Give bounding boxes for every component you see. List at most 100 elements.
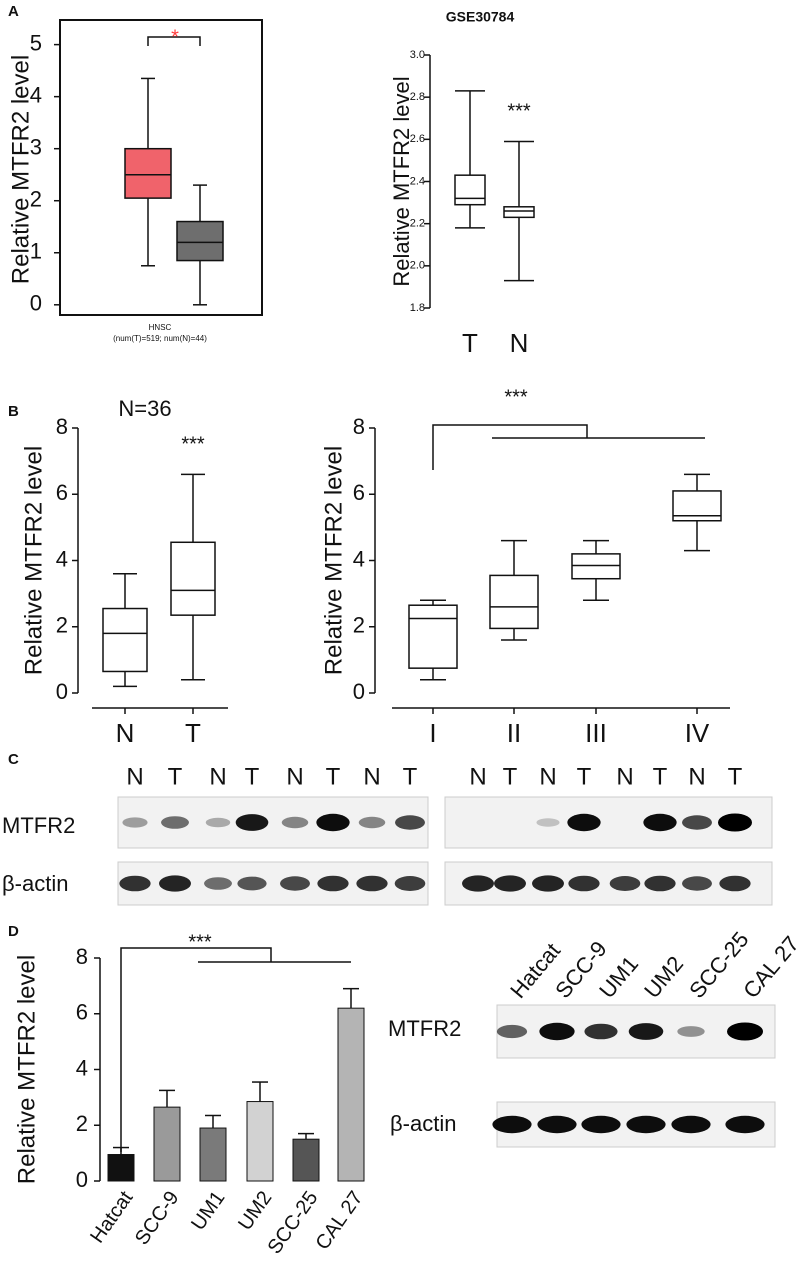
y-tick-label: 4	[76, 1055, 88, 1080]
y-tick-label: 2.4	[410, 175, 425, 187]
blot-band	[494, 875, 526, 892]
x-tick-label: N	[510, 328, 529, 358]
panel-label: B	[8, 403, 19, 420]
blot-band	[119, 875, 151, 892]
bar	[107, 1154, 135, 1182]
lane-label: Hatcat	[505, 938, 565, 1003]
blot-band	[682, 876, 712, 891]
y-tick-label: 4	[353, 546, 365, 571]
blot-band	[122, 817, 148, 828]
blot-band	[671, 1115, 711, 1134]
blot-band	[725, 1115, 765, 1134]
lane-label: N	[126, 763, 143, 790]
bar	[337, 1007, 365, 1182]
blot-band	[719, 875, 751, 892]
blot-row-label: β-actin	[390, 1111, 456, 1136]
y-tick-label: 2	[30, 187, 42, 212]
blot-band	[492, 1115, 532, 1134]
y-tick-label: 2.8	[410, 91, 425, 103]
lane-label: T	[168, 763, 183, 790]
box	[124, 147, 172, 199]
blot-band	[161, 816, 189, 829]
x-tick-label: SCC-9	[131, 1187, 183, 1249]
x-tick-label: N	[116, 718, 135, 748]
significance-bracket	[147, 36, 201, 46]
y-tick-label: 4	[56, 546, 68, 571]
blot-band	[280, 876, 310, 891]
box	[489, 574, 539, 630]
x-tick-label: Hatcat	[86, 1187, 137, 1247]
blot-band	[358, 816, 386, 829]
y-tick-label: 2	[76, 1111, 88, 1136]
panel-label: D	[8, 923, 19, 940]
blot-row-label: β-actin	[2, 871, 68, 896]
blot-band	[462, 875, 494, 892]
y-axis-label: Relative MTFR2 level	[20, 446, 47, 675]
blot-band	[536, 818, 560, 827]
blot-band	[395, 815, 425, 830]
y-axis-label: Relative MTFR2 level	[7, 55, 34, 284]
lane-label: N	[363, 763, 380, 790]
box	[170, 541, 216, 616]
panel-label: C	[8, 751, 19, 768]
blot-band	[628, 1023, 664, 1040]
bar	[292, 1138, 320, 1182]
x-axis-note: (num(T)=519; num(N)=44)	[113, 334, 207, 343]
lane-label: T	[503, 763, 518, 790]
y-tick-label: 8	[56, 414, 68, 439]
blot-band	[205, 817, 231, 828]
blot-band	[644, 875, 676, 892]
x-tick-label: UM2	[234, 1187, 276, 1234]
lane-label: T	[577, 763, 592, 790]
lane-label: N	[469, 763, 486, 790]
blot-band	[235, 814, 269, 831]
x-tick-label: UM1	[187, 1187, 229, 1234]
y-tick-label: 2.2	[410, 218, 425, 230]
y-tick-label: 6	[56, 480, 68, 505]
blot-band	[568, 875, 600, 892]
blot-band	[496, 1024, 528, 1039]
x-tick-label: II	[507, 718, 521, 748]
lane-label: T	[728, 763, 743, 790]
y-tick-label: 1	[30, 239, 42, 264]
blot-band	[537, 1115, 577, 1134]
y-tick-label: 5	[30, 30, 42, 55]
y-tick-label: 8	[353, 414, 365, 439]
blot-band	[581, 1115, 621, 1134]
blot-band	[159, 875, 191, 892]
y-tick-label: 2	[353, 613, 365, 638]
blot-band	[317, 875, 349, 892]
significance-bracket	[120, 947, 272, 1152]
panel-label: A	[8, 3, 19, 20]
blot-band	[394, 876, 426, 891]
blot-band	[643, 813, 677, 832]
lane-label: T	[653, 763, 668, 790]
x-tick-label: IV	[685, 718, 710, 748]
y-tick-label: 1.8	[410, 302, 425, 314]
y-tick-label: 0	[30, 291, 42, 316]
plot-frame	[59, 19, 263, 316]
y-tick-label: 4	[30, 82, 42, 107]
lane-label: N	[209, 763, 226, 790]
box	[408, 604, 458, 669]
blot-band	[204, 877, 232, 890]
blot-row-label: MTFR2	[2, 813, 75, 838]
blot-row-label: MTFR2	[388, 1016, 461, 1041]
significance-annotation: ***	[188, 931, 212, 953]
significance-annotation: ***	[181, 433, 205, 455]
blot-band	[677, 1026, 705, 1037]
y-tick-label: 8	[76, 944, 88, 969]
lane-label: N	[539, 763, 556, 790]
y-axis-label: Relative MTFR2 level	[13, 955, 40, 1184]
y-tick-label: 2	[56, 613, 68, 638]
significance-bracket	[432, 424, 588, 470]
chart-subtitle: N=36	[118, 396, 171, 421]
x-axis-label: HNSC	[149, 323, 172, 332]
x-tick-label: T	[185, 718, 201, 748]
lane-label: T	[326, 763, 341, 790]
y-axis-label: Relative MTFR2 level	[320, 446, 347, 675]
lane-label: UM2	[639, 951, 688, 1003]
x-tick-label: III	[585, 718, 607, 748]
y-tick-label: 6	[76, 1000, 88, 1025]
